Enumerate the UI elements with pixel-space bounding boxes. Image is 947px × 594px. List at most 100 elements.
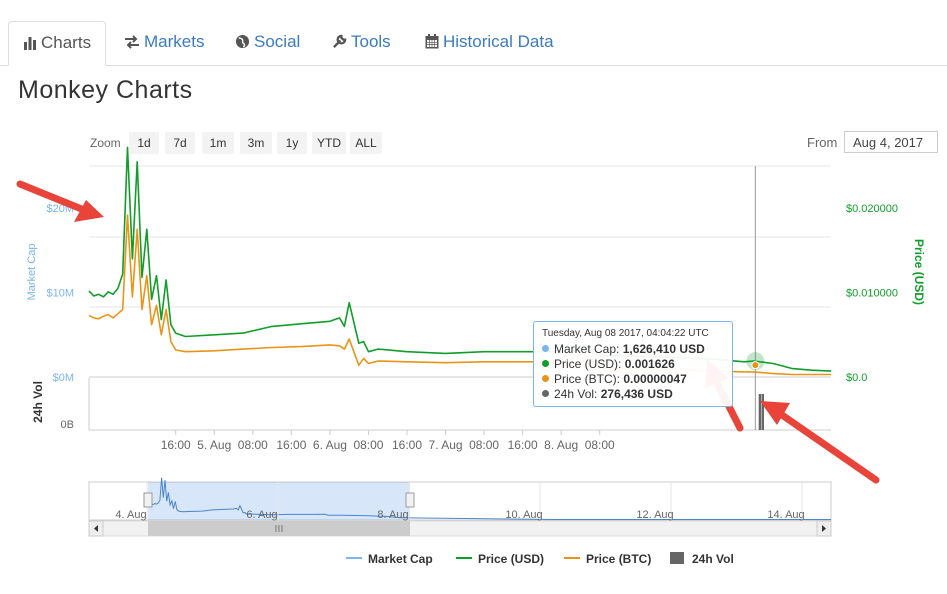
tooltip-row-volume: 24h Vol: 276,436 USD xyxy=(542,387,724,402)
left-tick-label: $0M xyxy=(53,372,74,384)
calendar-icon xyxy=(425,34,439,49)
volume-bar xyxy=(758,394,762,430)
legend-label: Price (BTC) xyxy=(586,552,652,566)
zoom-1m-button[interactable]: 1m xyxy=(202,132,234,154)
market-cap-dot-icon xyxy=(542,345,549,352)
zoom-3m-button[interactable]: 3m xyxy=(240,132,272,154)
tab-label: Historical Data xyxy=(443,32,554,51)
zoom-1d-button[interactable]: 1d xyxy=(129,132,159,154)
navigator-tick-label: 4. Aug xyxy=(115,509,146,521)
zoom-1y-button[interactable]: 1y xyxy=(277,132,307,154)
x-tick-label: 08:00 xyxy=(469,438,499,452)
left-axis-title: Market Cap xyxy=(26,244,38,301)
navigator-right-handle[interactable] xyxy=(405,492,415,508)
zoom-all-button[interactable]: ALL xyxy=(350,132,382,154)
scroll-left-icon xyxy=(94,525,98,532)
page-title: Monkey Charts xyxy=(18,76,193,104)
globe-icon xyxy=(235,34,250,49)
chart-tooltip: Tuesday, Aug 08 2017, 04:04:22 UTC Marke… xyxy=(533,321,733,407)
tooltip-value: 276,436 USD xyxy=(600,387,673,401)
navigator-ticks: 4. Aug 6. Aug 8. Aug 10. Aug 12. Aug 14. Aug xyxy=(115,482,805,521)
navigator[interactable]: 4. Aug 6. Aug 8. Aug 10. Aug 12. Aug 14. Aug xyxy=(88,477,832,537)
scrollbar-left-button[interactable] xyxy=(88,520,104,537)
annotation-arrow-3 xyxy=(760,401,880,484)
navigator-tick-label: 8. Aug xyxy=(377,509,408,521)
hover-marker-halo xyxy=(746,352,765,371)
tooltip-label: Price (BTC): xyxy=(554,372,620,386)
tab-label: Tools xyxy=(351,32,391,51)
grid xyxy=(89,165,831,308)
tooltip-label: Price (USD): xyxy=(554,357,622,371)
navigator-series-line xyxy=(147,477,831,520)
scrollbar-track[interactable] xyxy=(88,520,832,537)
legend-label: 24h Vol xyxy=(692,552,734,566)
tab-label: Charts xyxy=(41,33,92,52)
zoom-ytd-button[interactable]: YTD xyxy=(312,132,346,154)
x-tick-label: 7. Aug xyxy=(429,438,463,452)
left-axis-ticks: $0M $10M $20M xyxy=(46,203,74,384)
left-tick-label: $20M xyxy=(46,203,74,215)
volume-axis-title: 24h Vol xyxy=(31,381,45,423)
x-tick-label: 6. Aug xyxy=(313,438,347,452)
tooltip-header: Tuesday, Aug 08 2017, 04:04:22 UTC xyxy=(542,328,709,339)
navigator-frame xyxy=(88,481,832,521)
price-btc-dot-icon xyxy=(542,375,549,382)
legend-item-24h-vol[interactable]: 24h Vol xyxy=(670,552,734,566)
x-tick-label: 16:00 xyxy=(508,438,538,452)
legend-item-market-cap[interactable]: Market Cap xyxy=(346,552,433,566)
tooltip-row-market-cap: Market Cap: 1,626,410 USD xyxy=(542,342,724,357)
zoom-7d-button[interactable]: 7d xyxy=(165,132,195,154)
tooltip-row-price-btc: Price (BTC): 0.00000047 xyxy=(542,372,724,387)
legend-item-price-btc[interactable]: Price (BTC) xyxy=(564,552,651,566)
scrollbar-right-button[interactable] xyxy=(816,520,832,537)
navigator-tick-label: 12. Aug xyxy=(636,509,673,521)
from-label: From xyxy=(807,135,838,150)
legend-line-icon xyxy=(456,557,472,559)
zoom-label: Zoom xyxy=(90,136,121,150)
legend-item-price-usd[interactable]: Price (USD) xyxy=(456,552,544,566)
tooltip-label: 24h Vol: xyxy=(554,387,598,401)
volume-bar xyxy=(761,394,764,430)
right-tick-label: $0.0 xyxy=(846,372,867,384)
x-tick-label: 08:00 xyxy=(585,438,615,452)
tooltip-value: 1,626,410 USD xyxy=(622,342,705,356)
tab-bar: Charts Markets Social Tools Historical D… xyxy=(0,0,947,66)
tab-markets[interactable]: Markets xyxy=(110,21,218,65)
legend-line-icon xyxy=(564,557,580,559)
x-tick-label: 16:00 xyxy=(161,438,191,452)
hover-marker xyxy=(751,361,760,370)
x-tick-label: 8. Aug xyxy=(544,438,578,452)
x-tick-label: 5. Aug xyxy=(197,438,231,452)
legend-line-icon xyxy=(346,557,362,559)
tab-label: Social xyxy=(254,32,301,51)
volume-tick-0b: 0B xyxy=(61,419,74,431)
legend-label: Market Cap xyxy=(368,552,433,566)
tab-label: Markets xyxy=(144,32,205,51)
x-tick-label: 16:00 xyxy=(276,438,306,452)
right-axis-ticks: $0.0 $0.010000 $0.020000 xyxy=(846,203,898,384)
annotation-arrow-1 xyxy=(16,180,104,222)
scrollbar-thumb[interactable] xyxy=(148,521,410,536)
navigator-left-handle[interactable] xyxy=(143,492,153,508)
from-date-input[interactable] xyxy=(844,131,938,153)
x-axis-ticks: 16:00 5. Aug 08:00 16:00 6. Aug 08:00 16:00 7. … xyxy=(161,430,615,452)
scroll-right-icon xyxy=(822,525,826,532)
legend-box-icon xyxy=(670,552,684,564)
right-tick-label: $0.010000 xyxy=(846,288,898,300)
right-axis-title: Price (USD) xyxy=(912,239,926,305)
volume-layer xyxy=(758,394,764,430)
tab-social[interactable]: Social xyxy=(221,21,314,65)
tab-tools[interactable]: Tools xyxy=(318,21,405,65)
wrench-icon xyxy=(333,34,347,48)
volume-dot-icon xyxy=(542,390,549,397)
x-tick-label: 16:00 xyxy=(392,438,422,452)
tooltip-label: Market Cap: xyxy=(554,342,620,356)
tab-charts[interactable]: Charts xyxy=(8,21,107,66)
tab-historical-data[interactable]: Historical Data xyxy=(411,21,568,65)
exchange-icon xyxy=(125,35,139,49)
tooltip-row-price-usd: Price (USD): 0.001626 xyxy=(542,357,724,372)
scrollbar-grip xyxy=(275,525,283,532)
navigator-selection[interactable] xyxy=(148,482,410,520)
right-tick-label: $0.020000 xyxy=(846,203,898,215)
price-usd-dot-icon xyxy=(542,360,549,367)
